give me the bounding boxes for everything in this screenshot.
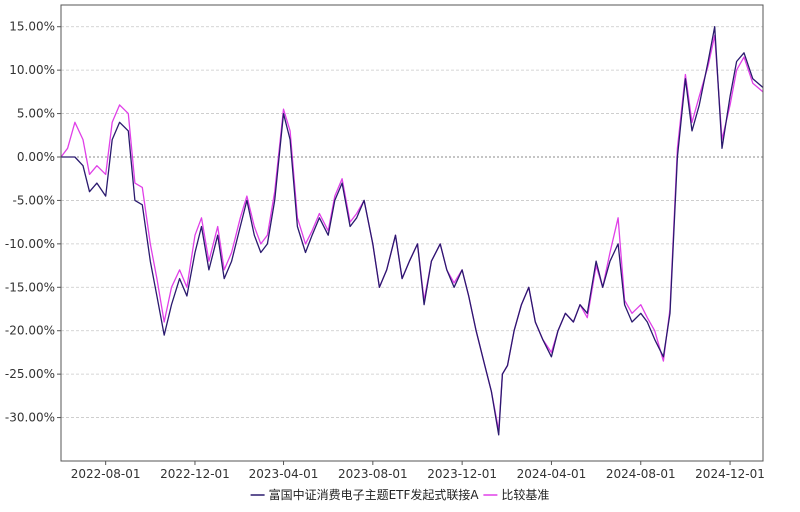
x-tick-label: 2023-08-01 [338,467,408,481]
series-lines [60,26,764,436]
y-tick-label: 10.00% [9,63,55,77]
y-tick-label: -10.00% [5,237,55,251]
y-tick-label: -5.00% [13,193,55,207]
y-tick-label: -15.00% [5,280,55,294]
x-tick-label: 2022-12-01 [160,467,230,481]
x-axis: 2022-08-01 2022-12-01 2023-04-01 2023-08-01… [71,461,765,481]
y-tick-label: -25.00% [5,367,55,381]
plot-frame [60,4,764,462]
y-tick-label: 0.00% [17,150,55,164]
y-tick-label: -30.00% [5,411,55,425]
x-tick-label: 2024-08-01 [606,467,676,481]
series-line [60,34,764,432]
x-tick-label: 2022-08-01 [71,467,141,481]
legend-label: 比较基准 [501,487,549,502]
y-tick-label: -20.00% [5,324,55,338]
x-tick-label: 2023-04-01 [249,467,319,481]
x-tick-label: 2024-04-01 [517,467,587,481]
series-line [61,26,764,436]
gridlines [61,26,763,418]
y-tick-label: 5.00% [17,107,55,121]
legend-label: 富国中证消费电子主题ETF发起式联接A [269,487,480,502]
y-tick-label: 15.00% [9,20,55,34]
legend: 富国中证消费电子主题ETF发起式联接A 比较基准 [250,487,549,502]
x-tick-label: 2023-12-01 [427,467,497,481]
x-tick-label: 2024-12-01 [695,467,765,481]
y-axis: 15.00% 10.00% 5.00% 0.00% -5.00% -10.00% -15.0… [5,20,61,425]
